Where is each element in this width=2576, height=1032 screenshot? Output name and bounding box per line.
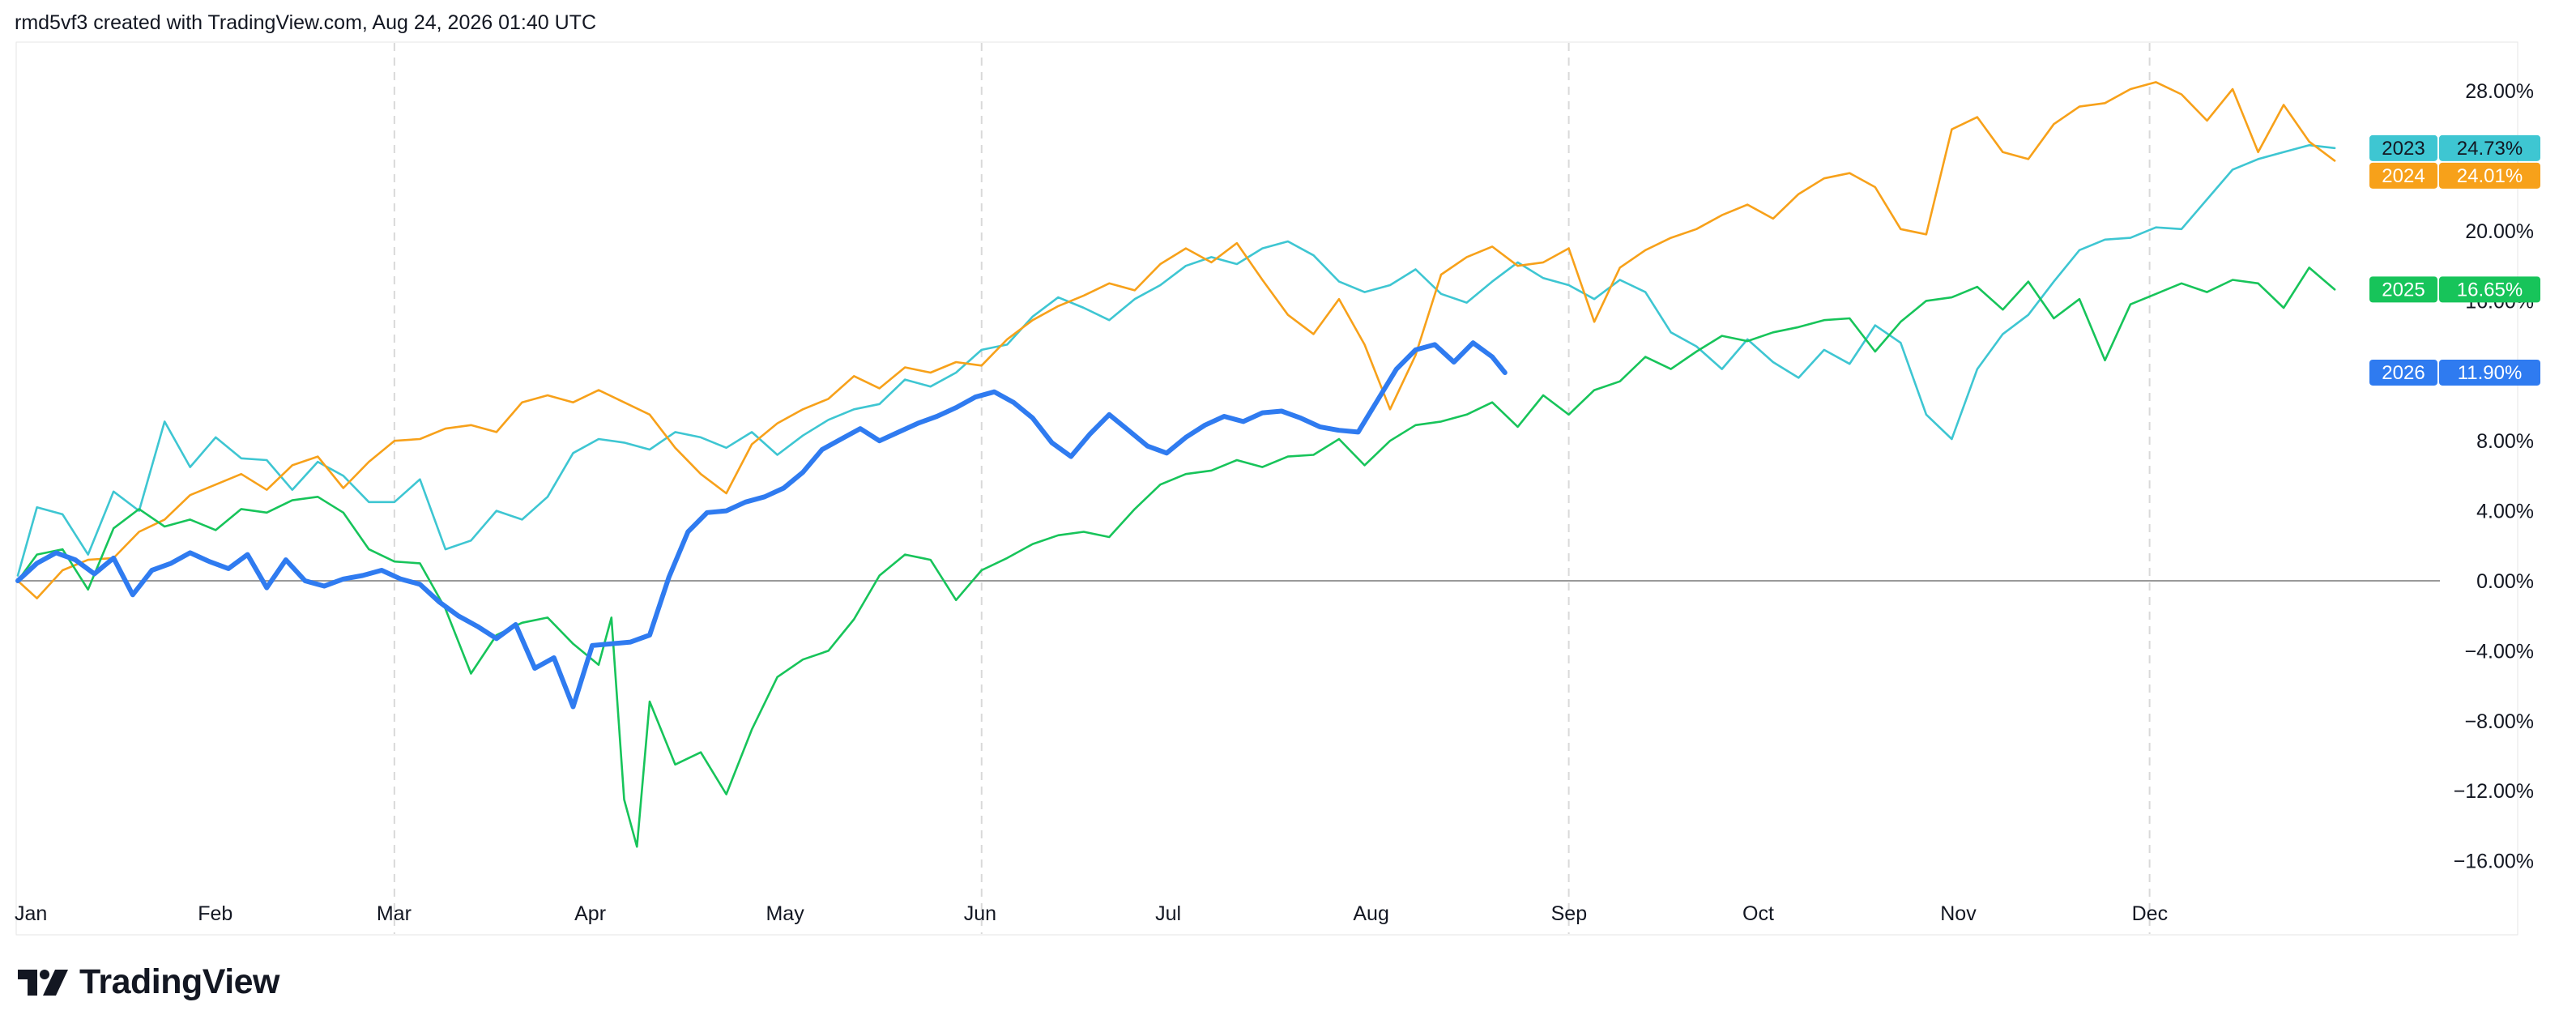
y-tick-label: 4.00% [2476,501,2534,523]
value-tag-value-bg [2439,276,2540,303]
y-tick-label: 28.00% [2465,80,2534,103]
x-tick-label: Jan [15,902,47,925]
value-tag-name-bg [2369,359,2437,386]
x-tick-label: Jul [1155,902,1181,925]
tradingview-logo-icon [18,969,68,996]
value-tag-value: 24.73% [2457,138,2523,160]
x-tick-label: Feb [198,902,232,925]
value-tag-2025: 2025 16.65% [2369,276,2540,303]
value-tag-value: 16.65% [2457,279,2523,301]
x-tick-label: Sep [1551,902,1587,925]
plot-frame [15,41,2518,936]
x-axis: Jan Feb Mar Apr May Jun Jul Aug Sep Oct Nov Dec [15,902,2168,925]
series-line-2024 [16,81,2336,599]
series-layer [15,81,2336,848]
x-tick-label: Oct [1742,902,1774,925]
value-tag-name-bg [2369,162,2437,189]
y-tick-label: −16.00% [2454,851,2534,873]
value-tag-name: 2023 [2382,138,2425,160]
value-tag-name: 2026 [2382,362,2425,384]
grid-layer [393,43,2151,934]
x-tick-label: Jun [964,902,996,925]
x-tick-label: May [766,902,804,925]
y-tick-label: −8.00% [2465,710,2535,733]
x-tick-label: Nov [1940,902,1977,925]
series-line-2023 [16,143,2336,577]
x-tick-label: Apr [574,902,606,925]
value-tag-value: 24.01% [2457,165,2523,187]
tradingview-logo-text: TradingView [79,962,280,1001]
y-tick-label: 8.00% [2476,430,2534,453]
value-tag-name-bg [2369,276,2437,303]
value-tag-name-bg [2369,134,2437,161]
value-tag-2024: 2024 24.01% [2369,162,2540,189]
value-tag-name: 2024 [2382,165,2425,187]
attribution-text: rmd5vf3 created with TradingView.com, Au… [15,11,596,34]
value-tag-value-bg [2439,359,2540,386]
y-tick-label: −12.00% [2454,780,2534,803]
y-axis: 28.00%20.00%16.00%8.00%4.00%0.00%−4.00%−… [2454,80,2534,872]
value-tag-value: 11.90% [2458,362,2523,384]
x-tick-label: Aug [1353,902,1388,925]
value-tag-name: 2025 [2382,279,2425,301]
series-line-2025 [16,267,2336,848]
tradingview-logo[interactable]: TradingView [18,962,280,1002]
series-line-2026 [15,340,1508,710]
x-tick-label: Mar [377,902,412,925]
value-tags: 2023 24.73% 2024 24.01% 2025 16.65% 2026 11.90% [2369,134,2540,386]
value-tag-2026: 2026 11.90% [2369,359,2540,386]
y-tick-label: 0.00% [2476,570,2534,593]
value-tag-2023: 2023 24.73% [2369,134,2540,161]
x-tick-label: Dec [2132,902,2168,925]
value-tag-value-bg [2439,134,2540,161]
value-tag-value-bg [2439,162,2540,189]
y-tick-label: −4.00% [2465,640,2535,663]
y-tick-label: 20.00% [2465,220,2534,243]
